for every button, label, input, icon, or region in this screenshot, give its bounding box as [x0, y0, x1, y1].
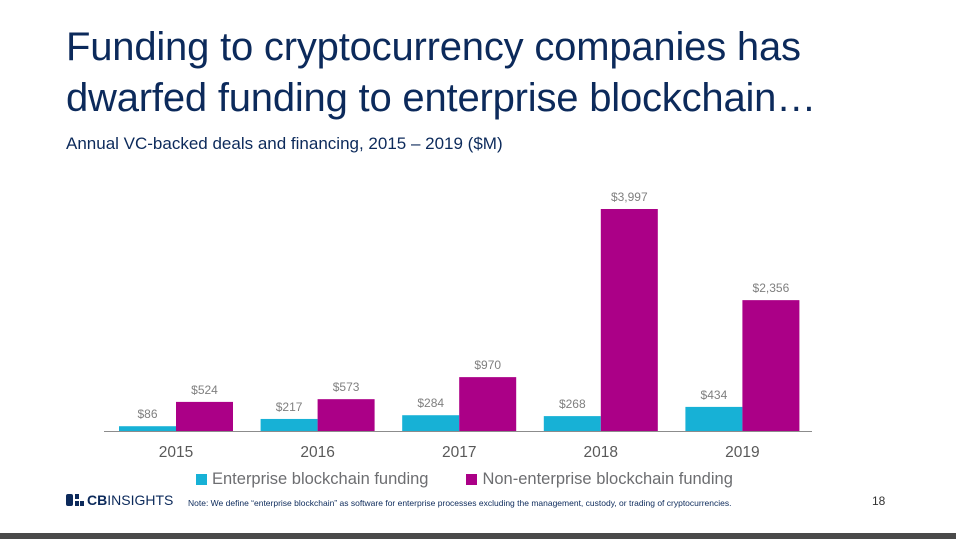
legend-item-enterprise: Enterprise blockchain funding [196, 470, 428, 489]
data-label-non-enterprise-2019: $2,356 [753, 281, 790, 295]
x-tick-label-2017: 2017 [442, 444, 476, 461]
bottom-bar [0, 533, 956, 539]
data-label-enterprise-2019: $434 [701, 388, 728, 402]
logo-text: INSIGHTS [107, 492, 174, 508]
bar-non-enterprise-2015 [176, 401, 233, 431]
x-tick-label-2016: 2016 [300, 444, 334, 461]
x-tick-label-2018: 2018 [584, 444, 618, 461]
data-label-non-enterprise-2016: $573 [333, 380, 360, 394]
bar-non-enterprise-2018 [600, 209, 658, 431]
data-label-enterprise-2018: $268 [559, 397, 586, 411]
slide-title: Funding to cryptocurrency companies has … [66, 25, 817, 120]
bar-enterprise-2019 [685, 406, 743, 431]
x-tick-label-2015: 2015 [159, 444, 193, 461]
legend-swatch-enterprise [196, 474, 207, 485]
legend-label-non-enterprise: Non-enterprise blockchain funding [482, 470, 733, 488]
chart-subtitle: Annual VC-backed deals and financing, 20… [66, 134, 503, 153]
cbinsights-logo: CB INSIGHTS [66, 492, 173, 508]
data-label-enterprise-2015: $86 [137, 407, 157, 421]
bar-enterprise-2017 [402, 415, 460, 431]
data-label-enterprise-2016: $217 [276, 400, 303, 414]
data-label-non-enterprise-2015: $524 [191, 383, 218, 397]
legend-swatch-non-enterprise [466, 474, 478, 485]
data-label-non-enterprise-2017: $970 [474, 358, 501, 372]
bar-chart: $86 $524 2015 $217 $573 2016 $284 $970 2017 $268 $… [104, 190, 812, 461]
page-number: 18 [872, 494, 886, 508]
bar-enterprise-2015 [119, 426, 176, 431]
bar-non-enterprise-2016 [317, 399, 375, 431]
bar-non-enterprise-2017 [459, 377, 517, 431]
x-tick-label-2019: 2019 [725, 444, 759, 461]
data-label-non-enterprise-2018: $3,997 [611, 190, 648, 204]
bar-enterprise-2018 [543, 416, 601, 431]
chart-legend: Enterprise blockchain funding Non-enterp… [196, 470, 771, 489]
bar-non-enterprise-2019 [742, 300, 800, 431]
data-label-enterprise-2017: $284 [417, 396, 444, 410]
legend-label-enterprise: Enterprise blockchain funding [212, 470, 429, 488]
cbinsights-logo-icon [66, 494, 84, 506]
footnote: Note: We define “enterprise blockchain” … [188, 498, 732, 508]
bar-enterprise-2016 [260, 418, 318, 431]
logo-text-bold: CB [87, 492, 108, 508]
legend-item-non-enterprise: Non-enterprise blockchain funding [466, 470, 733, 489]
